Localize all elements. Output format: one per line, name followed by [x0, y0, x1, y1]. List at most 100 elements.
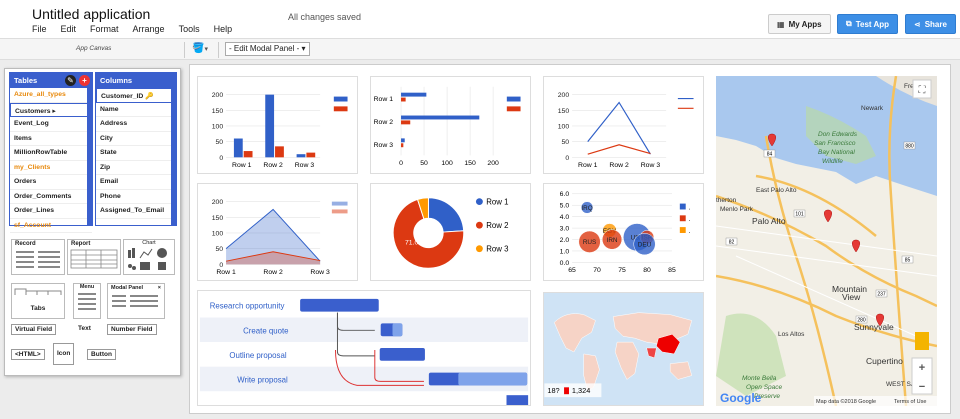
- bubble-chart-card[interactable]: 6.05.04.03.02.01.00.06570758085IRQEGYIRN…: [543, 183, 704, 281]
- table-item[interactable]: Order_Comments: [10, 190, 92, 204]
- paint-bucket-icon[interactable]: 🪣▾: [192, 43, 208, 54]
- save-status: All changes saved: [288, 12, 362, 22]
- share-button[interactable]: ⋖ Share: [905, 14, 956, 34]
- zoom-in-icon: +: [919, 362, 925, 374]
- legend-swatch: [679, 215, 686, 222]
- virtual-field-widget[interactable]: Virtual Field: [11, 324, 57, 335]
- toolbar: App Canvas 🪣▾ - Edit Modal Panel - ▾: [0, 38, 960, 60]
- bar: [243, 151, 253, 158]
- grid-icon: ▦: [777, 19, 785, 29]
- line-chart-card[interactable]: 200 150 100 50 0 Row 1 Row 2 Row 3: [543, 76, 704, 174]
- app-title: Untitled application: [32, 6, 151, 22]
- tables-items: Azure_all_types Customers ▸ Event_Log Items…: [10, 88, 92, 233]
- number-field-widget[interactable]: Number Field: [107, 324, 157, 335]
- bar-chart-card[interactable]: 200 150 100 50 0 Row 1 Row 2 Row 3: [197, 76, 358, 174]
- menu-arrange[interactable]: Arrange: [132, 24, 165, 34]
- column-item[interactable]: Name: [96, 103, 176, 117]
- bar: [401, 138, 405, 143]
- y-tick-label: 0: [219, 262, 223, 269]
- modal-panel-widget[interactable]: Modal Panel ×: [107, 283, 165, 319]
- x-tick-label: Row 2: [609, 162, 629, 169]
- chart-widget[interactable]: Chart: [123, 239, 175, 275]
- table-item[interactable]: MillionRowTable: [10, 146, 92, 161]
- table-item[interactable]: my_Clients: [10, 161, 92, 175]
- column-item[interactable]: State: [96, 146, 176, 161]
- edit-icon[interactable]: ✎: [65, 75, 76, 86]
- column-item[interactable]: Assigned_To_Email: [96, 204, 176, 219]
- gantt-bar: [379, 348, 425, 361]
- map-place-label: Menlo Park: [720, 206, 754, 213]
- columns-scrollbar[interactable]: [171, 88, 176, 226]
- map-place-label: WEST SA: [886, 381, 916, 388]
- text-widget[interactable]: Text: [75, 324, 94, 333]
- table-item[interactable]: Orders: [10, 175, 92, 190]
- y-tick-label: 50: [216, 139, 224, 146]
- column-item[interactable]: Email: [96, 175, 176, 190]
- y-tick-label: 0: [565, 155, 569, 162]
- test-app-button[interactable]: ⧉ Test App: [837, 14, 899, 34]
- road-shield: [875, 289, 888, 298]
- map-place-label: Palo Alto: [752, 216, 786, 226]
- chart-widget-label: Chart: [142, 240, 156, 246]
- hbar-chart-card[interactable]: 0 50 100 150 200 Row 1 Row 2 Row 3: [370, 76, 531, 174]
- icon-widget[interactable]: Icon: [53, 343, 75, 365]
- legend-swatch: [506, 106, 521, 112]
- legend-dot: [475, 245, 483, 253]
- add-icon[interactable]: +: [79, 75, 90, 86]
- panel-select-value: - Edit Modal Panel -: [229, 44, 300, 53]
- x-tick-label: 200: [487, 160, 499, 167]
- panel-select[interactable]: - Edit Modal Panel - ▾: [225, 42, 310, 56]
- button-widget[interactable]: Button: [87, 349, 116, 360]
- tables-scrollbar[interactable]: [87, 88, 92, 226]
- column-item[interactable]: Customer_ID 🔑: [96, 88, 176, 103]
- menu-tools[interactable]: Tools: [178, 24, 200, 34]
- highway: [755, 174, 877, 237]
- table-item[interactable]: Customers ▸: [10, 102, 92, 117]
- table-item[interactable]: Order_Lines: [10, 204, 92, 219]
- toolbar-divider: [218, 42, 219, 58]
- map-place-label: Newark: [861, 105, 884, 112]
- pie-slice: [392, 198, 465, 269]
- share-icon: ⋖: [914, 19, 921, 29]
- gantt-arrow: [374, 349, 424, 382]
- legend-swatch: [679, 203, 686, 210]
- country-shape: [614, 341, 639, 380]
- column-item[interactable]: Address: [96, 117, 176, 132]
- menu-help[interactable]: Help: [213, 24, 233, 34]
- my-apps-button[interactable]: ▦ My Apps: [768, 14, 831, 34]
- x-tick-label: 80: [643, 267, 651, 274]
- table-item[interactable]: Items: [10, 132, 92, 146]
- country-shape: [553, 313, 596, 353]
- column-item[interactable]: City: [96, 132, 176, 146]
- geo-chart-card[interactable]: 18? 1,324: [543, 292, 704, 406]
- menu-format[interactable]: Format: [90, 24, 119, 34]
- menu-widget[interactable]: Menu: [73, 283, 101, 319]
- road-shield: [725, 237, 738, 246]
- gantt-row: [199, 342, 529, 367]
- html-widget[interactable]: <HTML>: [11, 349, 45, 360]
- table-item[interactable]: Azure_all_types: [10, 88, 92, 103]
- tabs-widget[interactable]: Tabs: [11, 283, 65, 319]
- legend-label: Row 2: [486, 221, 508, 230]
- menu-edit[interactable]: Edit: [60, 24, 77, 34]
- report-widget[interactable]: Report: [67, 239, 121, 275]
- table-item[interactable]: sf_Account: [10, 219, 92, 233]
- series-line: [225, 251, 321, 262]
- y-tick-label: 200: [212, 199, 224, 206]
- bubble: [601, 229, 623, 250]
- area-chart-card[interactable]: 200 150 100 50 0 Row 1 Row 2 Row 3: [197, 183, 358, 281]
- table-item[interactable]: Event_Log: [10, 117, 92, 132]
- external-link-icon: ⧉: [846, 19, 852, 28]
- pie-chart-card[interactable]: 71.0% Row 1 Row 2 Row 3: [370, 183, 531, 281]
- column-item[interactable]: Phone: [96, 190, 176, 204]
- y-tick-label: 5.0: [560, 203, 570, 210]
- gantt-chart-card[interactable]: Research opportunity Create quote Outline …: [197, 290, 531, 406]
- map-place-label: View: [842, 292, 861, 302]
- zoom-out-icon: −: [919, 381, 925, 393]
- record-widget[interactable]: Record: [11, 239, 65, 275]
- x-tick-label: 65: [568, 267, 576, 274]
- column-item[interactable]: Zip: [96, 161, 176, 175]
- menu-file[interactable]: File: [32, 24, 47, 34]
